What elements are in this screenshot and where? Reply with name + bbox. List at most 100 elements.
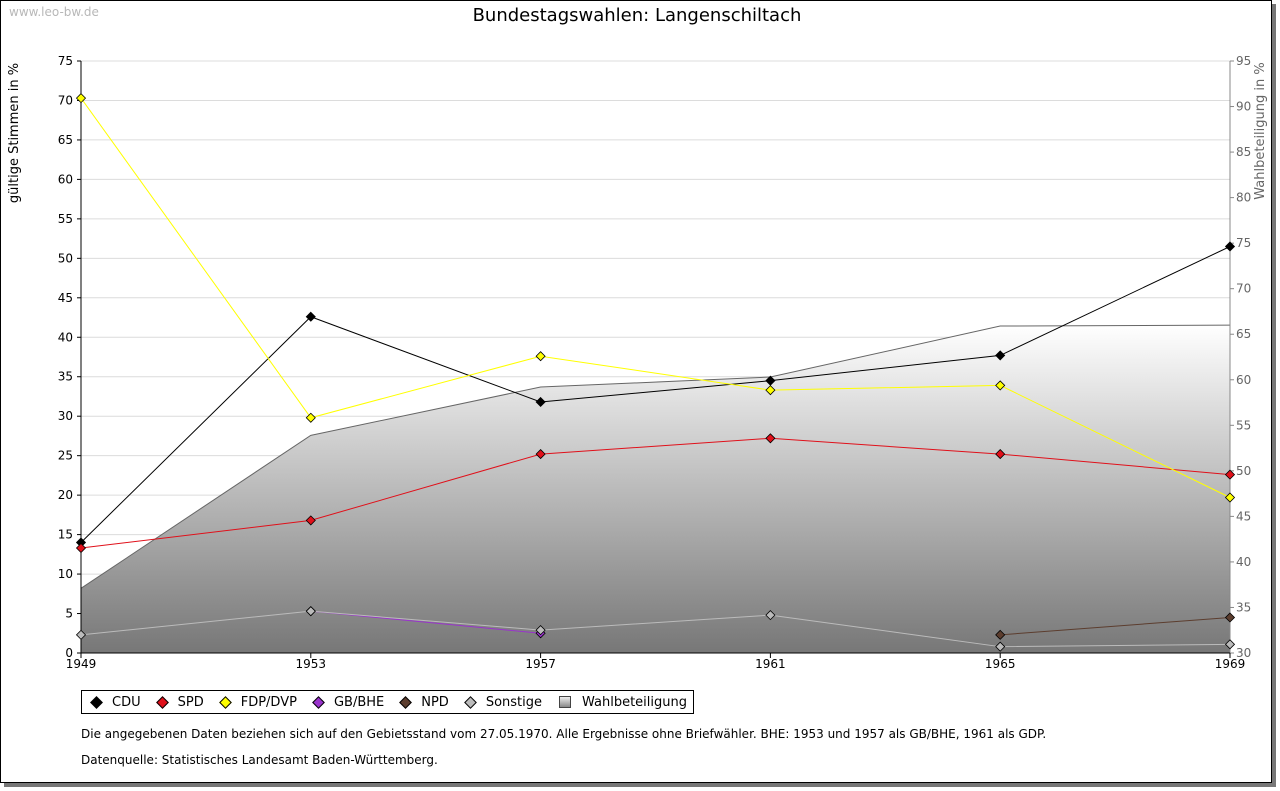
point-cdu bbox=[1224, 241, 1236, 252]
y-tick-label-left: 25 bbox=[58, 449, 73, 463]
y-tick-label-left: 55 bbox=[58, 212, 73, 226]
y-tick-label-left: 40 bbox=[58, 330, 73, 344]
y-tick-label-left: 10 bbox=[58, 567, 73, 581]
legend-label: GB/BHE bbox=[333, 694, 385, 710]
y-tick-label-left: 50 bbox=[58, 251, 73, 265]
chart-title: Bundestagswahlen: Langenschiltach bbox=[472, 5, 802, 26]
y-tick-label-right: 40 bbox=[1236, 555, 1251, 569]
legend: CDU SPD FDP/DVP GB/BHE NPD Sonstige Wahlbeteil… bbox=[81, 690, 695, 714]
point-cdu bbox=[535, 396, 546, 408]
series-line-fdp-dvp bbox=[80, 97, 1231, 498]
point-fdp-dvp bbox=[1224, 492, 1236, 503]
chart-canvas: 0 5 10 15 20 25 30 35 40 45 50 55 60 65 70 75 30 35 40 45 50… bbox=[7, 54, 1268, 671]
y-tick-label-left: 20 bbox=[58, 488, 73, 502]
y-tick-label-left: 0 bbox=[65, 646, 73, 660]
y-tick-label-left: 60 bbox=[58, 172, 73, 186]
legend-swatch bbox=[312, 695, 325, 709]
series-line-cdu bbox=[80, 246, 1231, 543]
y-tick-label-right: 80 bbox=[1236, 191, 1251, 205]
legend-swatch bbox=[90, 695, 103, 709]
y-tick-label-left: 75 bbox=[58, 54, 73, 68]
series-markers bbox=[75, 93, 1236, 652]
legend-item: GB/BHE bbox=[312, 695, 384, 710]
legend-swatch bbox=[218, 695, 232, 709]
y-tick-label-right: 45 bbox=[1236, 509, 1251, 523]
y-tick-label-right: 30 bbox=[1236, 646, 1251, 660]
y-tick-label-right: 60 bbox=[1236, 373, 1251, 387]
area-wahlbeteiligung-outline bbox=[80, 324, 1231, 589]
x-tick-label: 1969 bbox=[1215, 657, 1246, 671]
point-npd bbox=[1224, 612, 1236, 623]
y-tick-label-left: 15 bbox=[58, 528, 73, 542]
y-axis-label-left: gültige Stimmen in % bbox=[7, 63, 22, 203]
y-tick-label-left: 45 bbox=[58, 291, 73, 305]
point-spd bbox=[995, 449, 1006, 460]
legend-swatch bbox=[155, 695, 169, 709]
legend-swatch bbox=[399, 695, 413, 709]
legend-item: NPD bbox=[399, 695, 449, 710]
x-tick-label: 1961 bbox=[755, 657, 786, 671]
y-tick-label-right: 55 bbox=[1236, 418, 1251, 432]
point-fdp-dvp bbox=[535, 351, 546, 362]
point-sonstige bbox=[765, 610, 776, 621]
point-fdp-dvp bbox=[765, 385, 776, 396]
legend-swatch bbox=[559, 696, 571, 708]
series-line-npd bbox=[1000, 616, 1231, 636]
note-text: Die angegebenen Daten beziehen sich auf … bbox=[81, 727, 1047, 741]
x-tick-label: 1957 bbox=[525, 657, 556, 671]
legend-label: Wahlbeteiligung bbox=[582, 694, 688, 710]
x-tick-label: 1953 bbox=[296, 657, 327, 671]
point-sonstige bbox=[535, 625, 546, 636]
series-line-gb-bhe bbox=[310, 610, 541, 634]
x-tick-label: 1949 bbox=[66, 657, 97, 671]
legend-swatch bbox=[463, 695, 477, 709]
y-tick-label-right: 50 bbox=[1236, 464, 1251, 478]
y-tick-label-left: 35 bbox=[58, 370, 73, 384]
point-sonstige bbox=[995, 641, 1006, 652]
y-tick-label-right: 75 bbox=[1236, 236, 1251, 250]
point-spd bbox=[535, 449, 546, 460]
y-tick-label-right: 85 bbox=[1236, 145, 1251, 159]
legend-label: FDP/DVP bbox=[240, 694, 297, 710]
point-spd bbox=[1224, 469, 1236, 480]
y-tick-label-right: 70 bbox=[1236, 282, 1251, 296]
x-tick-label: 1965 bbox=[985, 657, 1016, 671]
y-tick-label-left: 30 bbox=[58, 409, 73, 423]
axes: 0 5 10 15 20 25 30 35 40 45 50 55 60 65 70 75 30 35 40 45 50… bbox=[58, 54, 1252, 671]
watermark: www.leo-bw.de bbox=[9, 5, 99, 19]
series-line-sonstige bbox=[80, 610, 1231, 648]
point-sonstige bbox=[75, 629, 87, 640]
y-tick-label-right: 65 bbox=[1236, 327, 1251, 341]
point-fdp-dvp bbox=[305, 412, 316, 423]
series-line-spd bbox=[80, 437, 1231, 549]
legend-label: SPD bbox=[177, 694, 204, 710]
y-tick-label-left: 5 bbox=[65, 607, 73, 621]
point-sonstige bbox=[305, 606, 316, 617]
point-cdu bbox=[305, 311, 316, 322]
point-spd bbox=[305, 515, 316, 526]
legend-item: CDU bbox=[90, 695, 141, 710]
legend-label: NPD bbox=[421, 694, 449, 710]
y-tick-label-left: 70 bbox=[58, 93, 73, 107]
y-tick-label-left: 65 bbox=[58, 133, 73, 147]
y-axis-label-right: Wahlbeteiligung in % bbox=[1253, 62, 1268, 199]
area-layer bbox=[80, 324, 1231, 653]
point-fdp-dvp bbox=[75, 93, 87, 104]
area-wahlbeteiligung bbox=[81, 325, 1230, 653]
legend-item: Sonstige bbox=[463, 694, 542, 710]
point-spd bbox=[765, 433, 776, 444]
legend-item: FDP/DVP bbox=[218, 694, 297, 710]
legend-item: SPD bbox=[155, 694, 204, 710]
legend-label: Sonstige bbox=[485, 694, 542, 710]
legend-label: CDU bbox=[112, 694, 141, 710]
point-sonstige bbox=[1224, 639, 1236, 650]
point-npd bbox=[995, 629, 1006, 640]
point-cdu bbox=[995, 350, 1006, 361]
point-spd bbox=[75, 542, 87, 554]
series-lines bbox=[80, 97, 1231, 648]
y-tick-label-right: 95 bbox=[1236, 54, 1251, 68]
y-tick-label-right: 90 bbox=[1236, 100, 1251, 114]
y-tick-label-right: 35 bbox=[1236, 600, 1251, 614]
point-fdp-dvp bbox=[995, 380, 1006, 391]
source-text: Datenquelle: Statistisches Landesamt Bad… bbox=[81, 753, 438, 767]
